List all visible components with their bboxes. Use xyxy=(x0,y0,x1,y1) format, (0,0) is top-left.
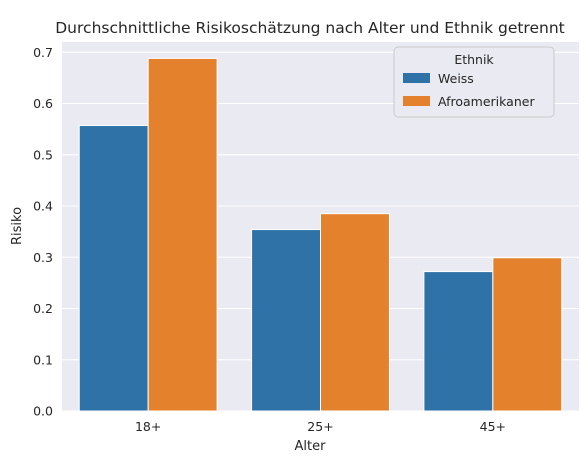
y-tick-label: 0.7 xyxy=(33,45,53,60)
legend-swatch-weiss xyxy=(403,73,430,83)
chart-title: Durchschnittliche Risikoschätzung nach A… xyxy=(55,19,564,37)
legend-box xyxy=(393,46,555,118)
bars xyxy=(78,57,563,412)
y-tick-label: 0.2 xyxy=(33,301,53,316)
bar-afroamerikaner-25+ xyxy=(320,213,390,412)
x-axis-label: Alter xyxy=(295,439,327,454)
bar-weiss-18+ xyxy=(78,125,149,412)
x-tick-label: 45+ xyxy=(480,419,506,434)
y-tick-label: 0.1 xyxy=(33,352,53,367)
x-tick-label: 18+ xyxy=(135,419,161,434)
y-tick-label: 0.5 xyxy=(33,147,53,162)
y-tick-label: 0.0 xyxy=(33,404,53,419)
y-axis-label: Risiko xyxy=(10,207,25,245)
y-tick-label: 0.4 xyxy=(33,199,53,214)
bar-afroamerikaner-45+ xyxy=(492,257,563,412)
bar-afroamerikaner-18+ xyxy=(147,57,218,412)
bar-weiss-25+ xyxy=(251,229,321,412)
y-tick-label: 0.3 xyxy=(33,250,53,265)
y-tick-labels: 0.0 0.1 0.2 0.3 0.4 0.5 0.6 0.7 xyxy=(33,45,53,419)
legend-title: Ethnik xyxy=(454,52,494,67)
legend-label-afroamerikaner: Afroamerikaner xyxy=(438,94,535,109)
legend-swatch-afroamerikaner xyxy=(403,96,430,106)
x-tick-label: 25+ xyxy=(307,419,333,434)
legend: Ethnik Weiss Afroamerikaner xyxy=(393,46,555,118)
legend-label-weiss: Weiss xyxy=(438,71,474,86)
bar-weiss-45+ xyxy=(423,271,494,412)
y-tick-label: 0.6 xyxy=(33,96,53,111)
x-tick-labels: 18+ 25+ 45+ xyxy=(135,419,506,434)
